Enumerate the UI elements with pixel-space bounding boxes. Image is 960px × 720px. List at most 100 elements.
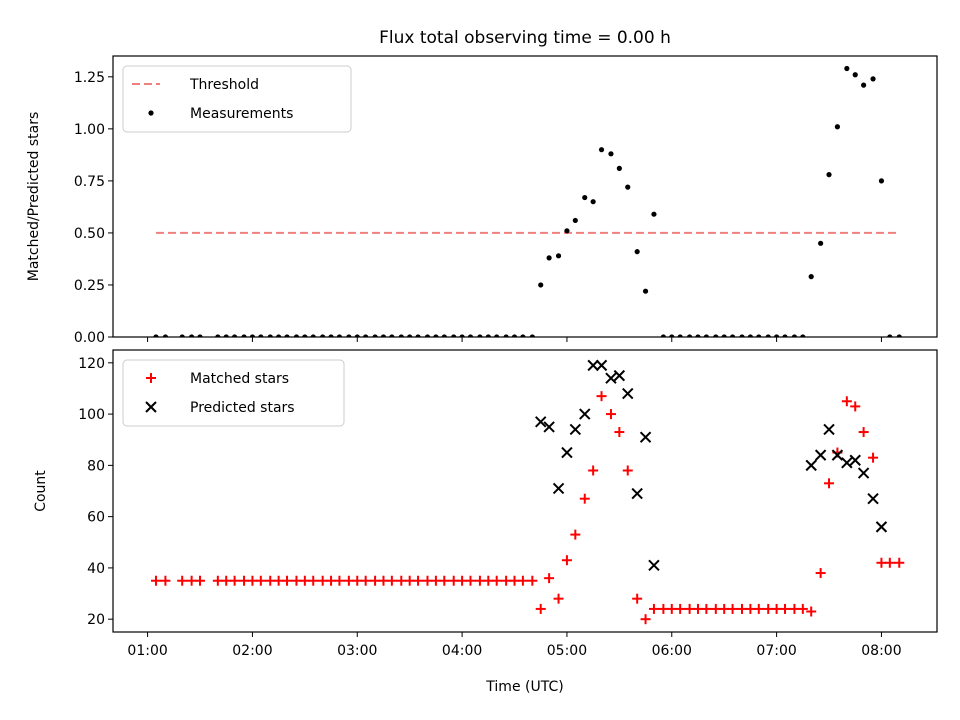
data-point [197, 334, 203, 337]
y-tick-label: 100 [78, 407, 105, 423]
data-point [389, 334, 395, 337]
data-point [150, 575, 161, 586]
data-point [791, 334, 798, 337]
data-point [739, 334, 745, 337]
data-point [595, 359, 608, 372]
data-point [598, 147, 605, 153]
data-point [195, 575, 206, 586]
data-point [806, 606, 817, 617]
data-point [861, 82, 867, 88]
data-point [255, 575, 266, 586]
legend-label: Threshold [189, 77, 259, 93]
data-point [797, 603, 808, 614]
y-tick-label: 1.00 [74, 122, 105, 138]
data-point [527, 575, 538, 586]
data-point [814, 449, 827, 461]
legend-label: Matched stars [190, 371, 289, 387]
legend-swatch [148, 110, 154, 116]
data-point [186, 575, 197, 586]
data-point [457, 575, 468, 586]
data-point [660, 334, 666, 337]
data-point [868, 452, 879, 463]
data-point [293, 334, 300, 337]
legend: Threshold Measurements [122, 65, 352, 133]
data-point [179, 334, 185, 337]
data-point [710, 603, 721, 614]
data-point [177, 575, 188, 586]
legend-swatch [145, 401, 157, 413]
data-point [538, 282, 544, 288]
data-point [336, 334, 343, 337]
data-point [849, 454, 861, 466]
data-point [753, 603, 764, 614]
data-point [354, 334, 360, 337]
data-point [474, 575, 485, 586]
data-point [229, 575, 240, 586]
data-point [372, 334, 378, 337]
data-point [896, 334, 902, 337]
data-point [651, 211, 657, 217]
plot-area [153, 65, 902, 337]
data-point [648, 603, 659, 614]
data-point [841, 396, 852, 407]
data-point [713, 334, 719, 337]
data-point [561, 555, 572, 566]
data-point [363, 334, 369, 337]
data-point [779, 603, 790, 614]
data-point [555, 253, 562, 259]
data-point [552, 482, 565, 495]
data-point [398, 334, 404, 337]
y-tick-label: 0.00 [74, 330, 105, 346]
data-point [579, 493, 590, 504]
legend-swatch [146, 373, 156, 383]
data-point [491, 575, 502, 586]
data-point [232, 334, 238, 337]
legend-entry: Predicted stars [145, 400, 295, 416]
data-point [858, 427, 869, 438]
data-point [160, 575, 171, 586]
data-point [634, 249, 640, 255]
x-tick-label: 02:00 [232, 643, 272, 659]
data-point [546, 255, 552, 261]
data-point [587, 359, 599, 372]
data-point [572, 217, 578, 224]
data-point [370, 575, 381, 586]
data-point [632, 593, 643, 604]
y-axis-label: Count [33, 470, 49, 512]
legend-label: Measurements [190, 106, 293, 122]
data-point [535, 416, 547, 428]
data-point [569, 423, 582, 436]
data-point [815, 568, 826, 579]
data-point [605, 372, 617, 384]
data-point [249, 334, 256, 337]
data-point [639, 431, 652, 443]
data-point [433, 334, 439, 337]
y-tick-label: 0.75 [74, 174, 105, 190]
data-point [870, 76, 876, 82]
data-point [378, 575, 389, 586]
data-point [596, 391, 607, 402]
data-point [737, 603, 748, 614]
data-point [448, 575, 459, 586]
x-tick-label: 08:00 [861, 643, 901, 659]
data-point [352, 575, 363, 586]
data-point [477, 334, 483, 337]
data-point [763, 603, 774, 614]
data-point [258, 334, 264, 337]
data-point [826, 172, 832, 178]
data-point [887, 334, 893, 337]
data-point [284, 334, 290, 337]
legend-entry: Matched stars [146, 371, 289, 387]
data-point [658, 603, 669, 614]
axes-frame [112, 349, 938, 633]
data-point [326, 575, 337, 586]
data-point [302, 334, 308, 337]
data-point [265, 575, 276, 586]
data-point [223, 334, 229, 337]
data-point [622, 387, 634, 400]
data-point [291, 575, 302, 586]
data-point [267, 334, 273, 337]
legend-entry: Measurements [148, 106, 293, 122]
data-point [239, 575, 250, 586]
plot-area [150, 359, 905, 625]
